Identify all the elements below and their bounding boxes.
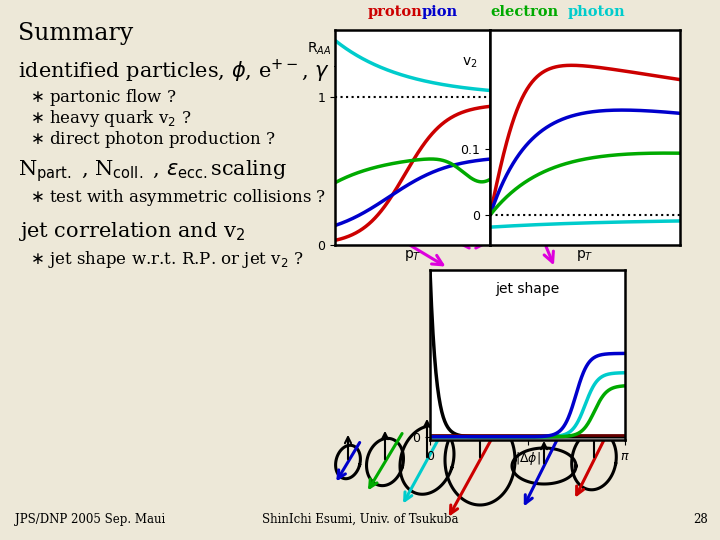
Text: v$_2$: v$_2$ — [462, 56, 477, 70]
Text: photon: photon — [568, 5, 626, 19]
Text: Summary: Summary — [18, 22, 133, 45]
Text: jet correlation and v$_2$: jet correlation and v$_2$ — [18, 220, 245, 243]
Text: pion: pion — [422, 5, 458, 19]
Text: $\ast$ partonic flow ?: $\ast$ partonic flow ? — [30, 87, 176, 108]
Text: $\ast$ test with asymmetric collisions ?: $\ast$ test with asymmetric collisions ? — [30, 187, 326, 208]
Text: 28: 28 — [693, 513, 708, 526]
Text: ShinIchi Esumi, Univ. of Tsukuba: ShinIchi Esumi, Univ. of Tsukuba — [262, 513, 458, 526]
Text: jet shape: jet shape — [495, 282, 559, 296]
Text: proton: proton — [368, 5, 423, 19]
Text: N$_{\rm part.}$ , N$_{\rm coll.}$ , $\varepsilon_{\rm ecc.}$scaling: N$_{\rm part.}$ , N$_{\rm coll.}$ , $\va… — [18, 158, 287, 184]
Text: $\ast$ direct photon production ?: $\ast$ direct photon production ? — [30, 129, 276, 150]
Text: $\ast$ jet shape w.r.t. R.P. or jet v$_2$ ?: $\ast$ jet shape w.r.t. R.P. or jet v$_2… — [30, 249, 304, 270]
Text: electron: electron — [490, 5, 558, 19]
X-axis label: p$_T$: p$_T$ — [404, 248, 421, 263]
Text: $\ast$ heavy quark v$_2$ ?: $\ast$ heavy quark v$_2$ ? — [30, 108, 192, 129]
Text: JPS/DNP 2005 Sep. Maui: JPS/DNP 2005 Sep. Maui — [15, 513, 166, 526]
Text: R$_{AA}$: R$_{AA}$ — [307, 40, 331, 57]
X-axis label: p$_T$: p$_T$ — [576, 248, 594, 263]
Text: identified particles, $\phi$, e$^{+-}$, $\gamma$ v$_2$: identified particles, $\phi$, e$^{+-}$, … — [18, 58, 356, 85]
